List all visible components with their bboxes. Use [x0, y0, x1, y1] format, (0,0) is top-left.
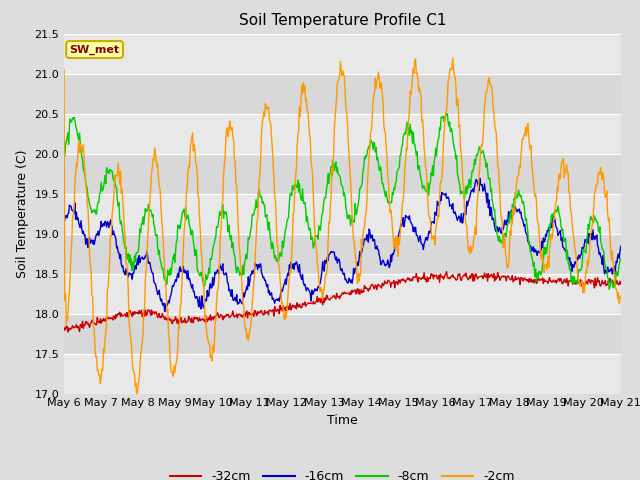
Bar [64, 34, 621, 73]
Bar [64, 354, 621, 394]
Title: Soil Temperature Profile C1: Soil Temperature Profile C1 [239, 13, 446, 28]
Legend: -32cm, -16cm, -8cm, -2cm: -32cm, -16cm, -8cm, -2cm [165, 465, 520, 480]
Bar [64, 234, 621, 274]
Text: SW_met: SW_met [70, 44, 120, 55]
Bar [64, 313, 621, 354]
Bar [64, 73, 621, 114]
Bar [64, 154, 621, 193]
Y-axis label: Soil Temperature (C): Soil Temperature (C) [16, 149, 29, 278]
Bar [64, 114, 621, 154]
Bar [64, 193, 621, 234]
Bar [64, 274, 621, 313]
X-axis label: Time: Time [327, 414, 358, 427]
